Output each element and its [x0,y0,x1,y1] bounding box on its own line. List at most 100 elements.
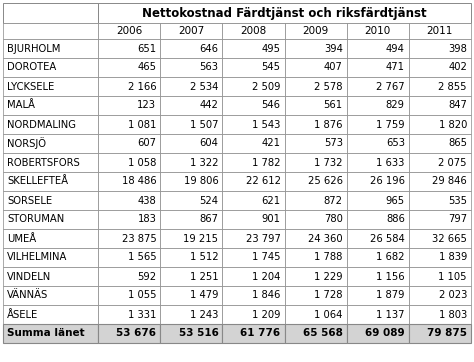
Bar [3,3,98,23]
Bar [409,286,471,305]
Text: 471: 471 [386,63,405,72]
Text: 29 846: 29 846 [432,177,467,186]
Bar [222,115,284,134]
Bar [409,324,471,343]
Bar [98,229,160,248]
Text: 123: 123 [137,101,156,110]
Bar [222,305,284,324]
Text: 2011: 2011 [427,26,453,36]
Text: 867: 867 [200,215,219,224]
Bar [284,23,347,39]
Bar [284,153,347,172]
Bar [98,286,160,305]
Bar [347,134,409,153]
Bar [3,58,98,77]
Text: SORSELE: SORSELE [7,195,52,206]
Bar [347,229,409,248]
Text: 2010: 2010 [365,26,391,36]
Bar [409,229,471,248]
Bar [222,324,284,343]
Bar [160,115,222,134]
Text: 2 075: 2 075 [438,157,467,168]
Bar [222,172,284,191]
Text: 607: 607 [137,139,156,148]
Text: 2008: 2008 [240,26,267,36]
Text: 1 507: 1 507 [190,119,219,130]
Bar [347,77,409,96]
Bar [347,286,409,305]
Text: 23 875: 23 875 [122,233,156,244]
Bar [3,191,98,210]
Text: 965: 965 [386,195,405,206]
Text: 22 612: 22 612 [246,177,281,186]
Bar [98,248,160,267]
Text: 535: 535 [448,195,467,206]
Text: 561: 561 [324,101,343,110]
Bar [160,324,222,343]
Text: 1 081: 1 081 [128,119,156,130]
Bar [3,134,98,153]
Text: 61 776: 61 776 [240,328,281,338]
Text: 1 759: 1 759 [376,119,405,130]
Bar [160,153,222,172]
Text: 797: 797 [448,215,467,224]
Bar [3,248,98,267]
Bar [98,77,160,96]
Bar [3,96,98,115]
Text: 1 204: 1 204 [252,272,281,282]
Text: 25 626: 25 626 [308,177,343,186]
Text: 2007: 2007 [178,26,204,36]
Text: 2 534: 2 534 [190,81,219,92]
Bar [98,3,471,23]
Bar [409,23,471,39]
Bar [3,229,98,248]
Bar [284,191,347,210]
Bar [284,96,347,115]
Bar [347,23,409,39]
Text: 1 055: 1 055 [128,290,156,300]
Bar [222,248,284,267]
Text: 402: 402 [448,63,467,72]
Bar [347,96,409,115]
Bar [347,210,409,229]
Text: ROBERTSFORS: ROBERTSFORS [7,157,80,168]
Bar [160,39,222,58]
Bar [98,115,160,134]
Text: 1 479: 1 479 [190,290,219,300]
Text: VINDELN: VINDELN [7,272,51,282]
Bar [222,134,284,153]
Text: 24 360: 24 360 [308,233,343,244]
Text: 26 196: 26 196 [370,177,405,186]
Bar [98,324,160,343]
Text: 592: 592 [137,272,156,282]
Bar [284,172,347,191]
Text: 1 064: 1 064 [314,310,343,320]
Text: 53 516: 53 516 [179,328,219,338]
Text: 847: 847 [448,101,467,110]
Text: 69 089: 69 089 [365,328,405,338]
Text: 1 229: 1 229 [314,272,343,282]
Text: 19 215: 19 215 [183,233,219,244]
Bar [409,58,471,77]
Bar [222,153,284,172]
Bar [98,267,160,286]
Text: 2009: 2009 [302,26,329,36]
Bar [284,58,347,77]
Text: UMEÅ: UMEÅ [7,233,36,244]
Text: 1 137: 1 137 [376,310,405,320]
Text: 1 839: 1 839 [438,253,467,262]
Text: SKELLEFTEÅ: SKELLEFTEÅ [7,177,68,186]
Text: 872: 872 [324,195,343,206]
Bar [284,286,347,305]
Bar [409,134,471,153]
Text: 1 058: 1 058 [128,157,156,168]
Text: MALÅ: MALÅ [7,101,35,110]
Text: 495: 495 [262,43,281,54]
Bar [347,305,409,324]
Text: 829: 829 [386,101,405,110]
Text: 394: 394 [324,43,343,54]
Text: VÄNNÄS: VÄNNÄS [7,290,48,300]
Text: 545: 545 [262,63,281,72]
Text: 18 486: 18 486 [122,177,156,186]
Bar [284,77,347,96]
